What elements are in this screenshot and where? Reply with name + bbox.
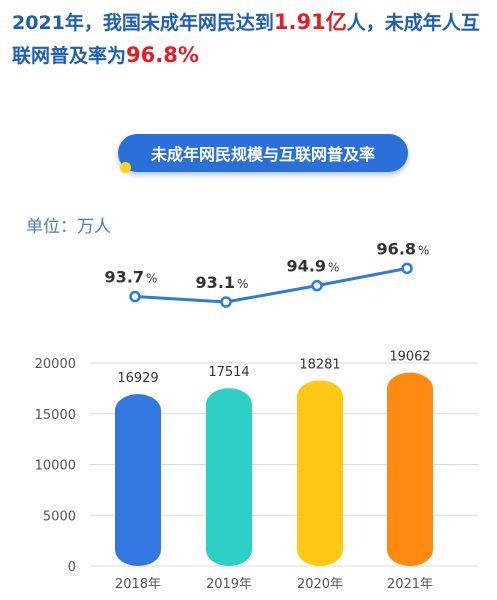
x-tick-label: 2021年 [387,577,433,592]
chart-title: 未成年网民规模与互联网普及率 [150,145,375,164]
headline-highlight-rate: 96.8% [126,43,199,67]
bar [387,372,433,566]
x-tick-label: 2018年 [115,577,161,592]
bar-value-label: 19062 [389,350,430,365]
chart-title-banner: 未成年网民规模与互联网普及率 [118,134,408,172]
rate-value-label: 93.7% [105,268,158,287]
headline-part1: 2021年，我国未成年网民达到 [12,12,274,34]
x-tick-label: 2020年 [297,577,343,592]
rate-point [220,296,232,308]
headline: 2021年，我国未成年网民达到1.91亿人，未成年人互联网普及率为96.8% [12,6,487,72]
banner-decoration-dot [120,162,131,173]
rate-value-label: 94.9% [287,257,340,276]
y-tick-label: 5000 [43,509,76,524]
bar-value-label: 18281 [299,357,340,372]
headline-highlight-users: 1.91亿 [273,10,347,34]
rate-point [401,262,413,275]
y-tick-label: 0 [68,560,76,575]
rate-point [311,279,323,292]
rate-line [134,266,408,304]
x-tick-label: 2019年 [206,577,252,592]
bar-value-label: 16929 [117,371,158,386]
y-tick-label: 20000 [35,357,76,372]
rate-value-label: 96.8% [377,239,430,258]
y-tick-label: 15000 [35,408,76,423]
rate-value-label: 93.1% [196,273,249,292]
bar-value-label: 17514 [208,365,249,380]
rate-point [129,290,141,303]
bar [115,394,161,566]
headline-part2: 人，未成年人互联网普及率为 [12,12,480,67]
unit-label: 单位：万人 [26,217,111,237]
y-tick-label: 10000 [35,459,76,474]
bar [206,388,252,566]
bar [297,380,343,566]
